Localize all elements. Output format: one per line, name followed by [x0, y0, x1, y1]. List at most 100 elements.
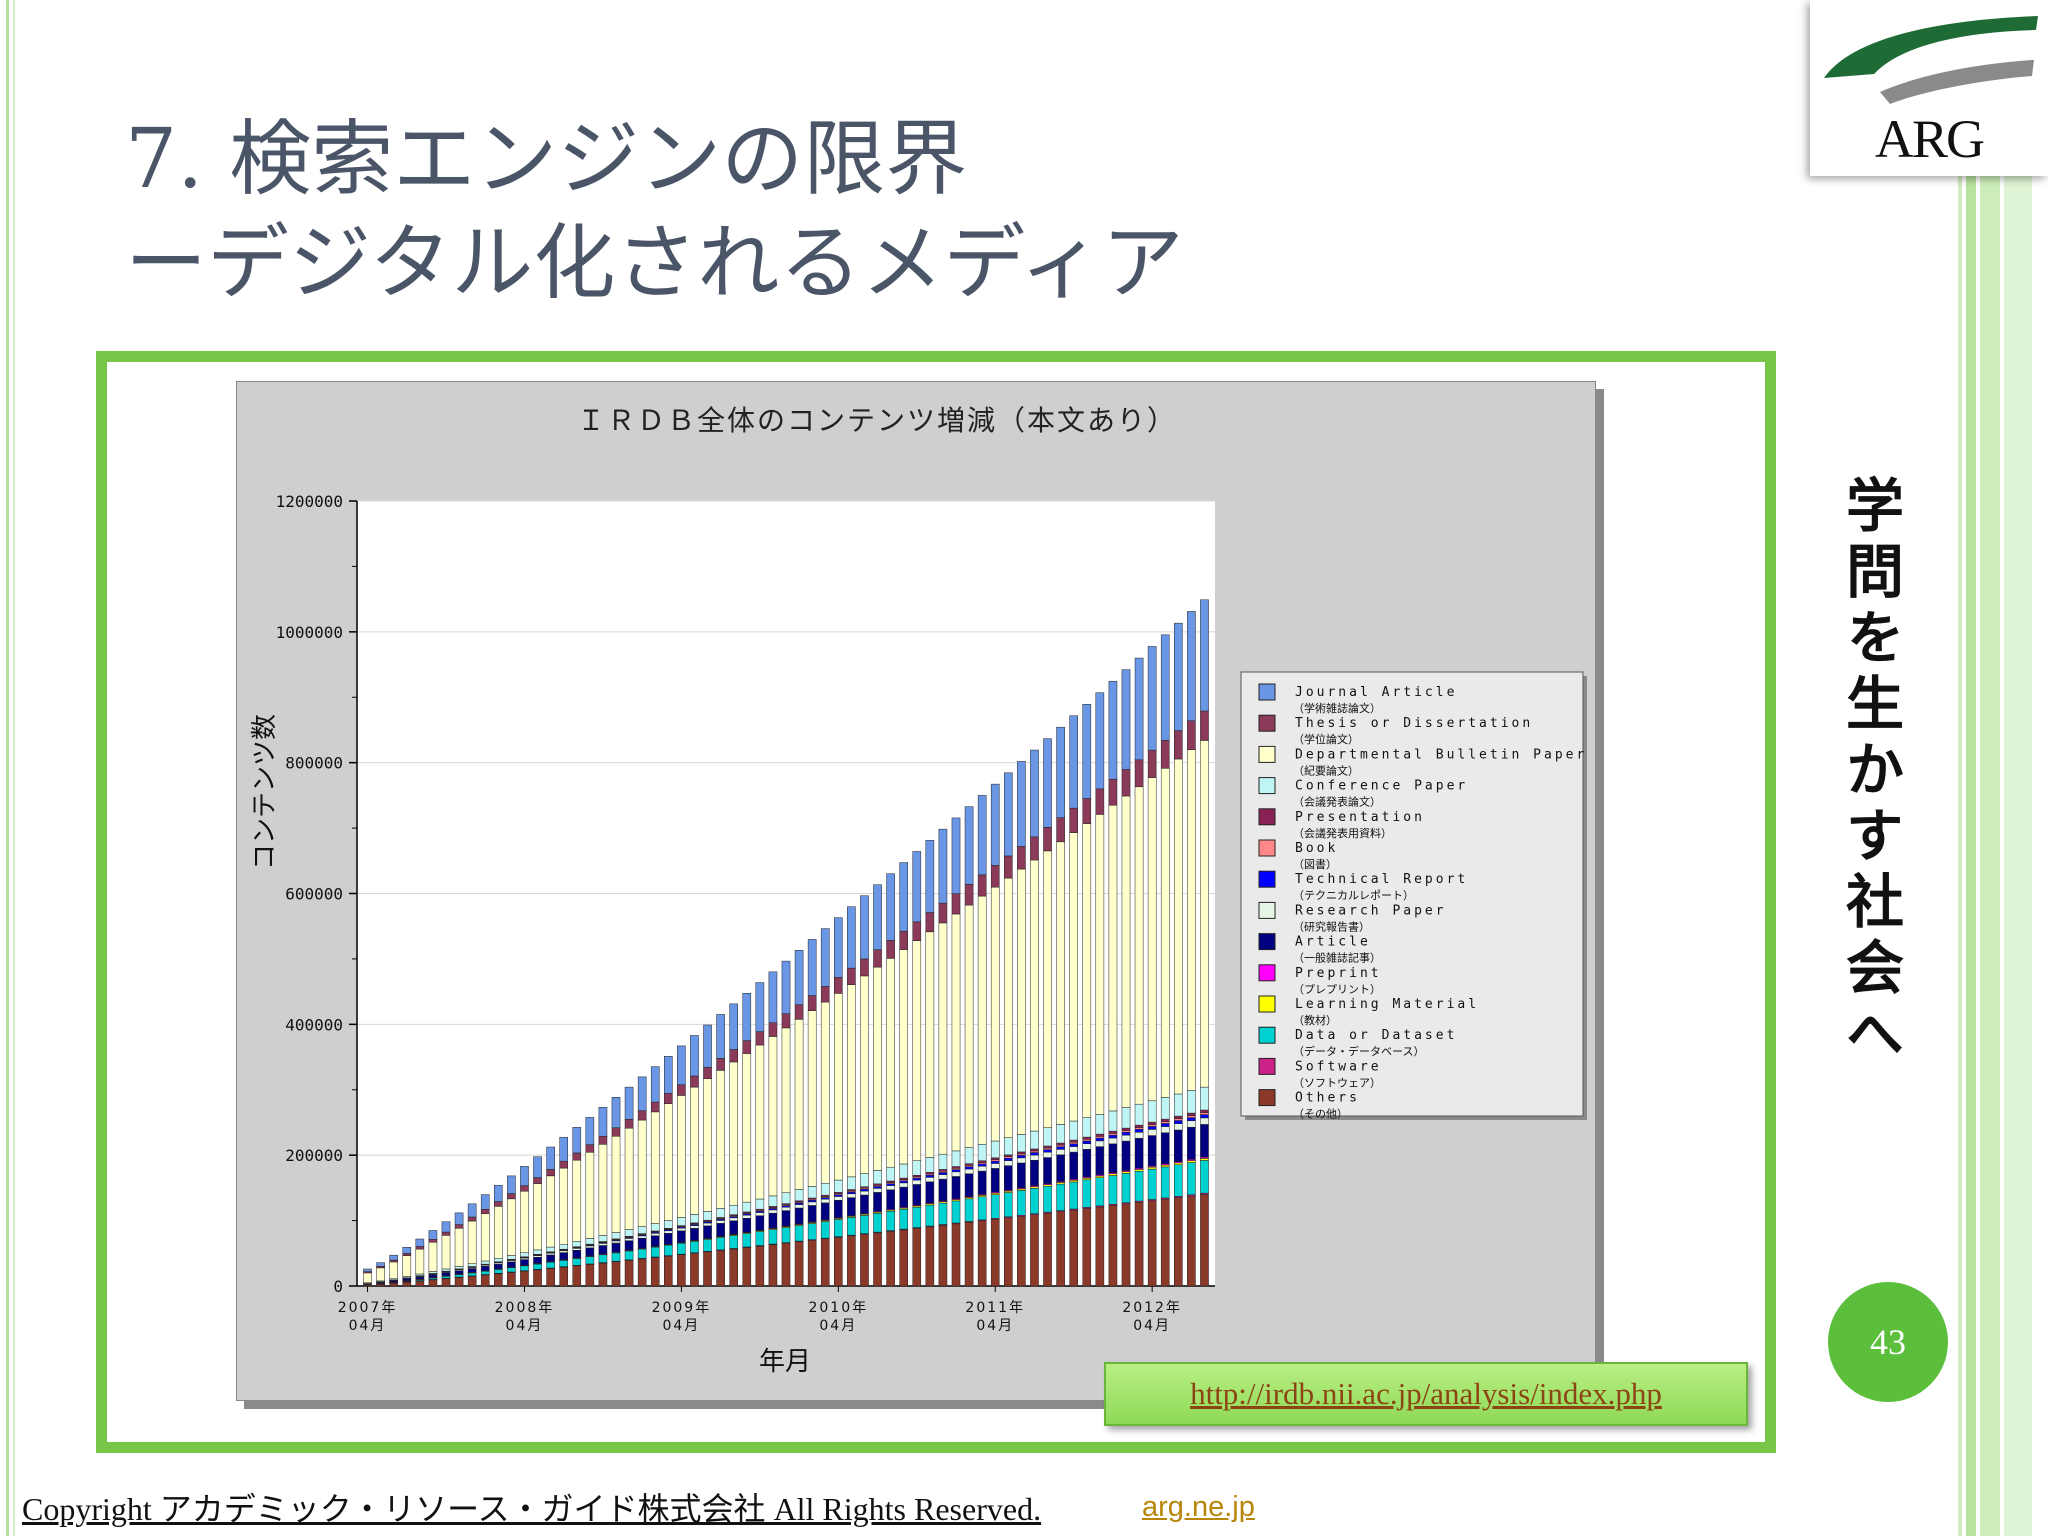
bar-segment — [1030, 1154, 1039, 1161]
bar-segment — [1174, 1118, 1183, 1121]
bar-segment — [572, 1258, 582, 1266]
bar-segment — [559, 1259, 569, 1267]
right-stripe-2 — [1966, 0, 1976, 1536]
bar-segment — [847, 984, 856, 1178]
bar-segment — [520, 1270, 529, 1287]
bar-segment — [1108, 1173, 1118, 1176]
bar-segment — [1160, 1132, 1170, 1165]
bar-segment — [402, 1253, 412, 1256]
legend-swatch — [1258, 870, 1276, 888]
bar-segment — [860, 1173, 869, 1187]
bar-segment — [441, 1231, 451, 1236]
copyright-text: Copyright アカデミック・リソース・ガイド株式会社 All Rights… — [22, 1491, 1042, 1527]
bar-segment — [729, 1235, 739, 1249]
legend-label: Learning Material — [1295, 997, 1479, 1012]
chart-title: ＩＲＤＢ全体のコンテンツ増減（本文あり） — [577, 404, 1177, 437]
bar-segment — [990, 1140, 1000, 1159]
legend-label: Technical Report — [1295, 872, 1468, 887]
legend-swatch — [1258, 745, 1276, 763]
bar-segment — [677, 1217, 686, 1226]
bar-segment — [585, 1238, 595, 1245]
site-link[interactable]: arg.ne.jp — [1142, 1491, 1255, 1523]
bar-segment — [847, 967, 856, 985]
y-tick-label: 1200000 — [276, 492, 343, 511]
bar-segment — [467, 1263, 477, 1267]
bar-segment — [363, 1268, 372, 1272]
bar-segment — [1082, 1140, 1092, 1144]
x-tick-label-month: 04月 — [976, 1318, 1014, 1334]
bar-segment — [677, 1230, 686, 1243]
bar-segment — [1095, 1137, 1105, 1142]
bar-segment — [977, 1170, 987, 1195]
bar-segment — [1160, 1164, 1170, 1168]
bar-segment — [716, 1223, 725, 1237]
bar-segment — [1043, 1149, 1052, 1153]
bar-segment — [598, 1107, 608, 1137]
bar-segment — [454, 1266, 464, 1270]
bar-segment — [820, 986, 830, 1003]
bar-segment — [664, 1244, 673, 1256]
bar-segment — [1082, 704, 1092, 799]
bar-segment — [1017, 1215, 1026, 1287]
bar-segment — [1069, 1146, 1079, 1153]
bar-segment — [834, 1219, 843, 1237]
bar-segment — [1069, 1139, 1079, 1143]
bar-segment — [1134, 1169, 1144, 1172]
bar-segment — [1187, 1162, 1196, 1195]
bar-segment — [977, 1220, 987, 1287]
bar-segment — [834, 1196, 843, 1201]
bar-segment — [742, 1053, 752, 1203]
bar-segment — [768, 971, 778, 1023]
bar-segment — [1160, 634, 1170, 741]
bar-segment — [755, 1215, 765, 1231]
bar-segment — [507, 1175, 516, 1194]
bar-segment — [1187, 1120, 1196, 1128]
legend-label: Presentation — [1295, 810, 1425, 825]
bar-segment — [1147, 1200, 1157, 1287]
legend-sublabel: （テクニカルレポート） — [1293, 889, 1414, 902]
bar-segment — [611, 1097, 621, 1128]
x-tick-label-year: 2010年 — [808, 1300, 868, 1316]
bar-segment — [454, 1224, 464, 1229]
bar-segment — [480, 1209, 490, 1214]
bar-segment — [729, 1220, 739, 1235]
bar-segment — [951, 1200, 961, 1224]
bar-segment — [860, 1194, 869, 1214]
legend-label: Book — [1295, 841, 1338, 856]
bar-segment — [938, 1174, 948, 1180]
bar-segment — [716, 1237, 725, 1251]
legend-sublabel: （一般雑誌記事） — [1293, 951, 1381, 965]
source-url-link[interactable]: http://irdb.nii.ac.jp/analysis/index.php — [1190, 1376, 1662, 1411]
bar-segment — [1160, 1097, 1170, 1120]
bar-segment — [925, 912, 935, 933]
bar-segment — [1160, 1123, 1170, 1127]
title-line-2: ーデジタル化されるメディア — [125, 216, 1184, 311]
legend-swatch — [1258, 1057, 1276, 1075]
bar-segment — [990, 1194, 1000, 1219]
legend-label: Preprint — [1295, 966, 1382, 981]
bar-segment — [729, 1049, 739, 1063]
bar-segment — [664, 1056, 673, 1094]
bar-segment — [925, 1175, 935, 1178]
bar-segment — [886, 940, 895, 959]
logo-swoosh-icon — [1824, 16, 2038, 104]
bar-segment — [729, 1003, 739, 1050]
bar-segment — [873, 1192, 882, 1212]
bar-segment — [794, 1004, 804, 1020]
bar-segment — [428, 1271, 438, 1274]
bar-segment — [873, 1232, 882, 1287]
source-url-box: http://irdb.nii.ac.jp/analysis/index.php — [1104, 1362, 1748, 1426]
bar-segment — [1147, 1124, 1157, 1127]
y-tick-label: 600000 — [285, 885, 343, 904]
slogan-vertical: 学問を生かす社会へ — [1836, 475, 1904, 1069]
bar-segment — [781, 1192, 791, 1204]
bar-segment — [1121, 1203, 1131, 1287]
bar-segment — [572, 1241, 582, 1247]
bar-segment — [807, 1010, 817, 1187]
bar-segment — [951, 1223, 961, 1287]
bar-segment — [1108, 804, 1118, 1112]
bar-segment — [860, 895, 869, 960]
bar-segment — [1030, 1214, 1039, 1287]
bar-segment — [820, 928, 830, 987]
bar-segment — [1200, 710, 1209, 741]
